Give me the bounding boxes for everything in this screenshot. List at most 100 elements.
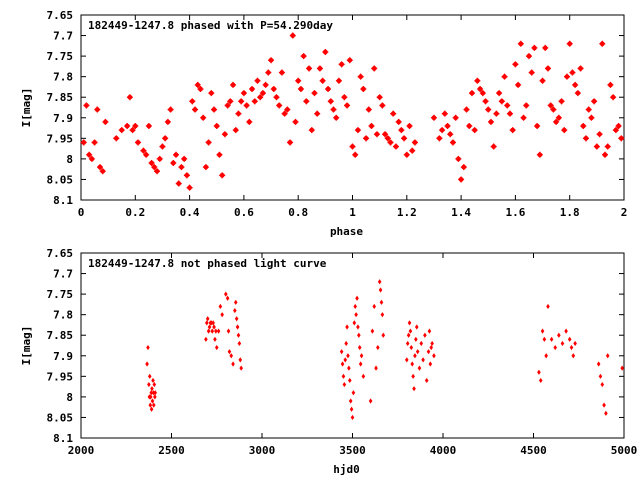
data-point-cross — [485, 106, 492, 113]
data-point — [427, 328, 432, 334]
data-point — [149, 406, 154, 412]
data-point-cross — [544, 65, 551, 72]
data-point-cross — [341, 94, 348, 101]
data-point — [377, 279, 382, 285]
data-point — [207, 324, 212, 330]
data-point — [429, 344, 434, 351]
data-point-cross — [303, 98, 310, 105]
x-axis-label: hjd0 — [333, 463, 360, 476]
data-point-cross — [569, 69, 576, 76]
y-tick-label: 8 — [66, 391, 73, 404]
data-point-cross — [406, 123, 413, 129]
data-point-cross — [401, 135, 408, 142]
data-point — [378, 287, 383, 293]
data-point-cross — [243, 102, 250, 109]
data-point-cross — [197, 86, 204, 92]
data-point-cross — [490, 143, 497, 150]
data-point-cross — [194, 81, 201, 88]
data-point — [345, 324, 349, 330]
data-point-cross — [308, 127, 315, 134]
data-point-cross — [382, 131, 389, 138]
data-point — [148, 402, 153, 408]
data-point-cross — [517, 40, 524, 47]
data-point — [239, 365, 243, 371]
data-point-cross — [452, 114, 459, 121]
data-point-cross — [219, 172, 226, 179]
data-point-cross — [314, 110, 321, 117]
data-point-cross — [306, 65, 313, 72]
data-point-cross — [468, 90, 475, 97]
data-point-cross — [607, 81, 614, 88]
data-point — [374, 365, 378, 371]
data-point-cross — [344, 102, 351, 109]
data-point-cross — [612, 127, 619, 134]
data-point-cross — [170, 160, 177, 166]
data-point-cross — [349, 143, 356, 150]
data-point-cross — [403, 151, 410, 158]
data-point-cross — [129, 127, 136, 134]
data-point — [218, 303, 223, 310]
data-point — [233, 299, 238, 305]
data-point — [209, 320, 214, 326]
data-point-cross — [91, 139, 98, 146]
data-point-cross — [398, 127, 405, 134]
data-point-cross — [506, 110, 513, 117]
data-point-cross — [124, 123, 131, 129]
data-point — [549, 336, 554, 342]
data-point-cross — [384, 135, 391, 142]
x-tick-label: 1.2 — [397, 206, 417, 219]
data-point-cross — [498, 98, 505, 105]
data-point-cross — [376, 94, 383, 101]
data-point-cross — [281, 110, 288, 117]
data-point-cross — [238, 98, 245, 105]
data-point — [414, 336, 418, 342]
data-point-cross — [173, 151, 180, 158]
data-point-cross — [523, 102, 530, 109]
data-point — [410, 361, 415, 367]
data-point-cross — [186, 184, 193, 191]
data-point — [151, 377, 155, 384]
data-point — [421, 357, 425, 363]
data-point — [376, 344, 380, 351]
data-point-cross — [230, 81, 237, 88]
data-point — [153, 394, 157, 400]
data-point — [148, 394, 153, 400]
data-point-cross — [251, 98, 258, 105]
data-point-cross — [327, 98, 334, 105]
data-point-cross — [466, 123, 473, 129]
data-point-cross — [216, 151, 223, 158]
data-point-cross — [154, 168, 161, 175]
data-point — [380, 312, 385, 318]
data-point — [407, 320, 412, 326]
data-point-cross — [593, 143, 600, 150]
data-point — [237, 340, 242, 347]
data-point-cross — [574, 90, 581, 97]
data-point-cross — [539, 77, 546, 84]
data-point-cross — [436, 135, 443, 142]
data-point-cross — [278, 69, 285, 76]
y-tick-label: 7.65 — [47, 247, 74, 260]
data-point-cross — [449, 139, 456, 146]
data-point — [214, 328, 218, 334]
data-point-cross — [135, 139, 142, 146]
y-axis-label: I[mag] — [20, 326, 33, 366]
data-point-cross — [262, 81, 269, 88]
data-point-cross — [162, 135, 169, 142]
data-point-cross — [460, 164, 467, 171]
data-point-cross — [585, 106, 592, 113]
data-point — [236, 332, 241, 338]
data-point-cross — [99, 168, 106, 175]
data-point — [372, 303, 377, 310]
data-point — [428, 361, 433, 367]
data-point-cross — [553, 118, 560, 125]
data-point — [152, 381, 157, 388]
data-point-cross — [596, 131, 603, 138]
data-point — [220, 312, 224, 318]
data-point-cross — [463, 106, 470, 113]
data-point-cross — [395, 118, 402, 125]
data-point-cross — [591, 98, 598, 105]
data-point — [424, 377, 429, 384]
data-point-cross — [159, 143, 166, 150]
data-point-cross — [360, 86, 367, 92]
y-tick-label: 7.75 — [47, 288, 74, 301]
